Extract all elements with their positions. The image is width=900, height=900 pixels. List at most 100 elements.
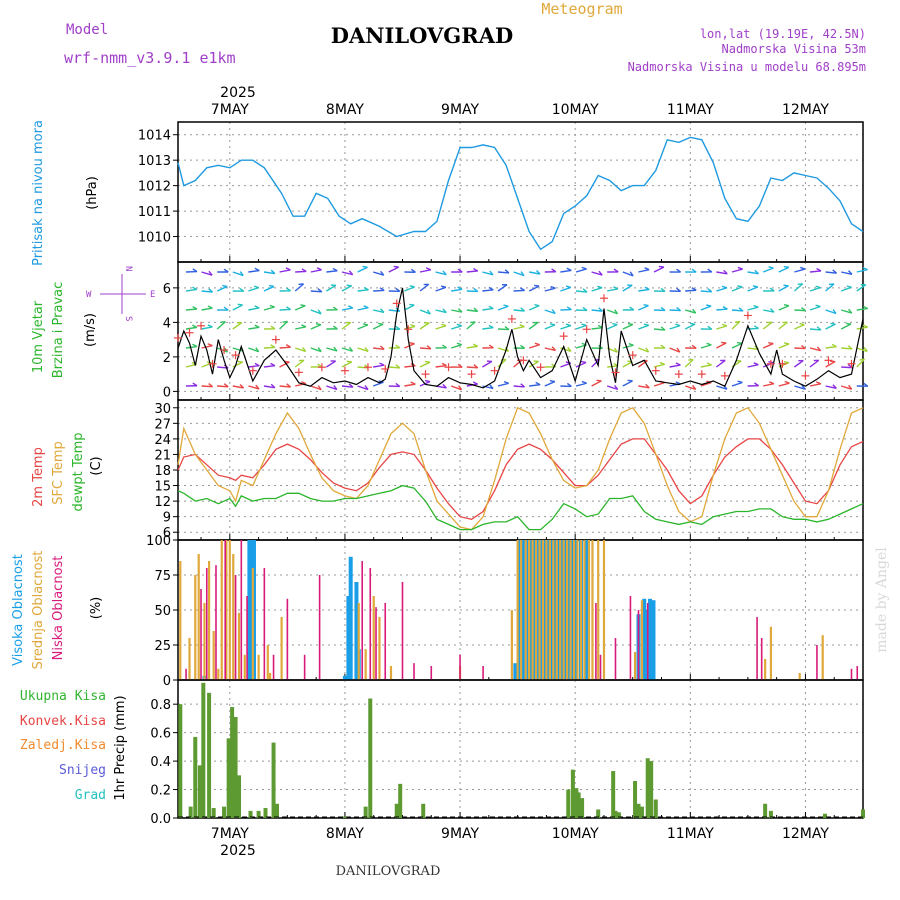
mid-cloud-bar [576, 540, 579, 680]
high-cloud-bar [538, 540, 543, 680]
wind-arrow-head [503, 304, 509, 307]
wind-arrow-head [362, 265, 368, 268]
compass-n: N [123, 266, 133, 271]
wind-arrow-head [628, 342, 634, 346]
wind-arrow-head [317, 363, 323, 368]
mid-cloud-title: Srednja Oblacnost [31, 551, 46, 670]
wind-arrow-head [442, 308, 447, 314]
wind-arrow-head [302, 347, 307, 352]
wind-arrow [295, 270, 307, 273]
precip-bar [197, 765, 202, 818]
wind-arrow-head [567, 346, 572, 352]
wind-arrow [248, 286, 260, 292]
wind-arrow [497, 328, 510, 331]
wind-arrow [185, 345, 197, 349]
mid-cloud-bar [225, 540, 228, 680]
wind-arrow [388, 366, 400, 369]
wind-arrow-head [254, 267, 260, 272]
legend-freezing: Zaledj.Kisa [20, 738, 106, 753]
wind-arrow [279, 346, 291, 349]
wind-arrow [185, 308, 198, 311]
wind-arrow [451, 309, 463, 313]
wind-arrow-head [690, 322, 696, 325]
high-cloud-bar [535, 540, 540, 680]
high-cloud-bar [342, 675, 347, 680]
wind-arrow-head [270, 325, 276, 330]
wind-arrow-head [535, 381, 541, 386]
compass-e: E [150, 290, 155, 300]
high-cloud-bar [644, 610, 649, 680]
wind-arrow [372, 381, 384, 387]
wind-arrow [341, 361, 353, 368]
y-tick-label: 18 [154, 464, 171, 479]
wind-arrow-head [285, 344, 291, 348]
y-tick-label: 50 [154, 604, 171, 619]
wind-arrow [248, 347, 259, 353]
wind-arrow-head [738, 307, 744, 312]
precip-bar [566, 789, 571, 818]
mid-cloud-bar [197, 554, 200, 680]
high-cloud-bar [569, 540, 574, 680]
precip-bar [226, 738, 231, 818]
wind-arrow-head [520, 383, 526, 388]
high-cloud-bar [348, 556, 353, 680]
mid-cloud-bar [569, 540, 572, 680]
wind-arrow [856, 326, 868, 330]
wind-arrow [419, 283, 430, 292]
wind-arrow-head [815, 304, 821, 308]
precip-bar [394, 803, 399, 818]
wind-arrow [373, 289, 385, 292]
wind-arrow [528, 305, 540, 311]
wind-arrow [622, 380, 633, 387]
wind-arrow [856, 307, 868, 311]
legend-snow: Snijeg [59, 763, 106, 778]
high-cloud-bar [531, 540, 536, 680]
mid-cloud-bar [217, 668, 220, 680]
wind-arrow [326, 284, 337, 292]
low-cloud-bar [850, 668, 853, 680]
wind-arrow [778, 343, 790, 349]
low-cloud-bar [459, 654, 461, 680]
low-cloud-bar [401, 582, 404, 680]
wind-arrow-head [488, 324, 494, 329]
wind-arrow-head [457, 286, 463, 290]
wind-arrow-head [379, 287, 385, 292]
high-cloud-bar [528, 540, 533, 680]
wind-arrow-head [489, 384, 494, 389]
wind-arrow [450, 344, 462, 349]
precip-bar [613, 810, 618, 818]
wind-arrow-head [425, 267, 432, 271]
wind-arrow [232, 385, 244, 389]
wind-arrow [373, 309, 385, 314]
wind-arrow [263, 271, 275, 275]
wind-arrow-head [315, 323, 322, 326]
mid-cloud-bar [243, 654, 246, 680]
wind-arrow [232, 347, 244, 352]
wind-arrow-head [707, 268, 713, 273]
precip-bar [768, 810, 773, 818]
wind-arrow-head [800, 307, 806, 312]
meteogram-label: Meteogram [541, 0, 622, 18]
wind-arrow [341, 307, 353, 311]
wind-arrow-head [815, 285, 821, 289]
wind-arrow [201, 271, 213, 276]
wind-arrow-head [863, 347, 868, 352]
pressure-panel: 1010 1011 1012 1013 1014 [138, 121, 864, 263]
wind-arrow-head [721, 323, 728, 327]
low-cloud-bar [286, 598, 289, 680]
wind-arrow-head [533, 284, 540, 287]
wind-arrow-head [565, 361, 571, 364]
wind-arrow-head [410, 323, 416, 328]
wind-arrow-head [800, 266, 806, 270]
high-cloud-bar [573, 540, 578, 680]
wind-arrow [809, 383, 821, 387]
wind-arrow-head [300, 304, 306, 307]
wind-arrow-head [488, 344, 494, 349]
wind-arrow-head [424, 360, 431, 363]
wind-arrow [840, 385, 852, 390]
wind-arrow [201, 307, 213, 311]
high-cloud-bar [552, 540, 557, 680]
wind-arrow-head [441, 362, 447, 367]
wind-arrow-head [316, 267, 322, 271]
temp2m-line [177, 438, 864, 520]
